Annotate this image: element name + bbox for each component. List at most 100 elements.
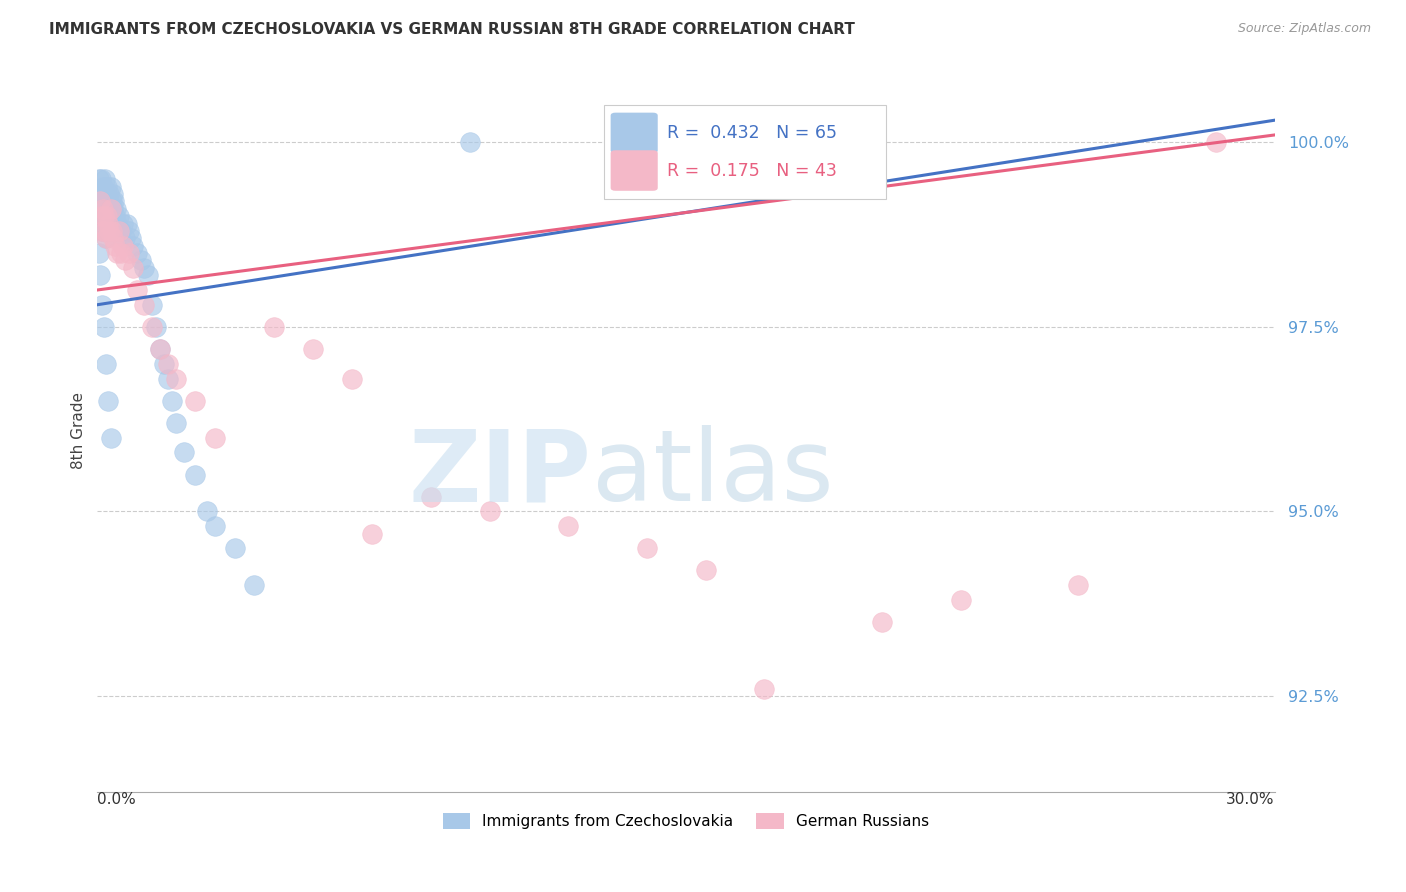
Point <box>149 342 172 356</box>
Point <box>114 231 136 245</box>
Text: Source: ZipAtlas.com: Source: ZipAtlas.com <box>1237 22 1371 36</box>
Point <box>118 246 141 260</box>
Point <box>91 202 114 216</box>
Point <box>125 283 148 297</box>
Point <box>94 187 117 202</box>
Point <box>105 246 128 260</box>
FancyBboxPatch shape <box>603 104 886 199</box>
Point <box>96 209 118 223</box>
Point <box>141 298 163 312</box>
Point <box>97 194 120 209</box>
Point <box>101 224 124 238</box>
Point <box>1067 578 1090 592</box>
Point <box>105 202 128 216</box>
Point <box>165 371 187 385</box>
Point <box>93 187 115 202</box>
Point <box>91 224 114 238</box>
Point <box>138 268 160 283</box>
Point <box>108 209 131 223</box>
Point <box>105 217 128 231</box>
Point <box>90 209 112 223</box>
Point <box>184 393 207 408</box>
Text: ZIP: ZIP <box>409 425 592 522</box>
Point <box>89 187 111 202</box>
Point <box>98 209 121 223</box>
Point <box>118 224 141 238</box>
Point <box>89 172 111 186</box>
Point <box>342 371 364 385</box>
Point <box>98 217 121 231</box>
Point <box>302 342 325 356</box>
Point <box>224 541 246 556</box>
Point <box>100 209 122 223</box>
Point <box>149 342 172 356</box>
Text: atlas: atlas <box>592 425 834 522</box>
Point <box>754 681 776 696</box>
Point <box>145 319 167 334</box>
Point <box>98 187 121 202</box>
FancyBboxPatch shape <box>610 112 658 153</box>
Point <box>100 179 122 194</box>
Point <box>204 519 226 533</box>
Point <box>141 319 163 334</box>
Point <box>98 202 121 216</box>
Point <box>101 224 124 238</box>
Point <box>156 371 179 385</box>
Point <box>156 357 179 371</box>
Point <box>195 504 218 518</box>
Point <box>91 224 114 238</box>
Point <box>204 431 226 445</box>
Point <box>97 393 120 408</box>
Point <box>120 231 142 245</box>
Point <box>108 224 131 238</box>
Point <box>165 416 187 430</box>
Point <box>111 217 134 231</box>
Text: 30.0%: 30.0% <box>1226 792 1275 807</box>
Point <box>89 246 111 260</box>
Text: IMMIGRANTS FROM CZECHOSLOVAKIA VS GERMAN RUSSIAN 8TH GRADE CORRELATION CHART: IMMIGRANTS FROM CZECHOSLOVAKIA VS GERMAN… <box>49 22 855 37</box>
Point <box>184 467 207 482</box>
Text: R =  0.432   N = 65: R = 0.432 N = 65 <box>668 124 837 142</box>
Point <box>100 202 122 216</box>
Point <box>98 224 121 238</box>
Point <box>160 393 183 408</box>
Point <box>695 564 717 578</box>
FancyBboxPatch shape <box>610 150 658 191</box>
Point <box>93 209 115 223</box>
Point <box>134 260 156 275</box>
Point <box>90 172 112 186</box>
Point <box>91 194 114 209</box>
Point <box>91 298 114 312</box>
Point <box>134 298 156 312</box>
Point <box>103 194 125 209</box>
Point <box>110 224 132 238</box>
Text: R =  0.175   N = 43: R = 0.175 N = 43 <box>668 161 837 179</box>
Point <box>94 172 117 186</box>
Point <box>125 246 148 260</box>
Point <box>89 268 111 283</box>
Point <box>101 231 124 245</box>
Point <box>101 202 124 216</box>
Y-axis label: 8th Grade: 8th Grade <box>72 392 86 468</box>
Point <box>153 357 176 371</box>
Point <box>243 578 266 592</box>
Point <box>115 217 138 231</box>
Point <box>458 136 481 150</box>
Point <box>1205 136 1227 150</box>
Point <box>263 319 285 334</box>
Point <box>100 431 122 445</box>
Point <box>557 519 579 533</box>
Point <box>93 319 115 334</box>
Point <box>173 445 195 459</box>
Point <box>636 541 658 556</box>
Point <box>114 253 136 268</box>
Point <box>89 194 111 209</box>
Point <box>949 593 972 607</box>
Point <box>94 209 117 223</box>
Point <box>94 224 117 238</box>
Point <box>110 246 132 260</box>
Point <box>94 231 117 245</box>
Point <box>104 238 127 252</box>
Point <box>91 179 114 194</box>
Point <box>129 253 152 268</box>
